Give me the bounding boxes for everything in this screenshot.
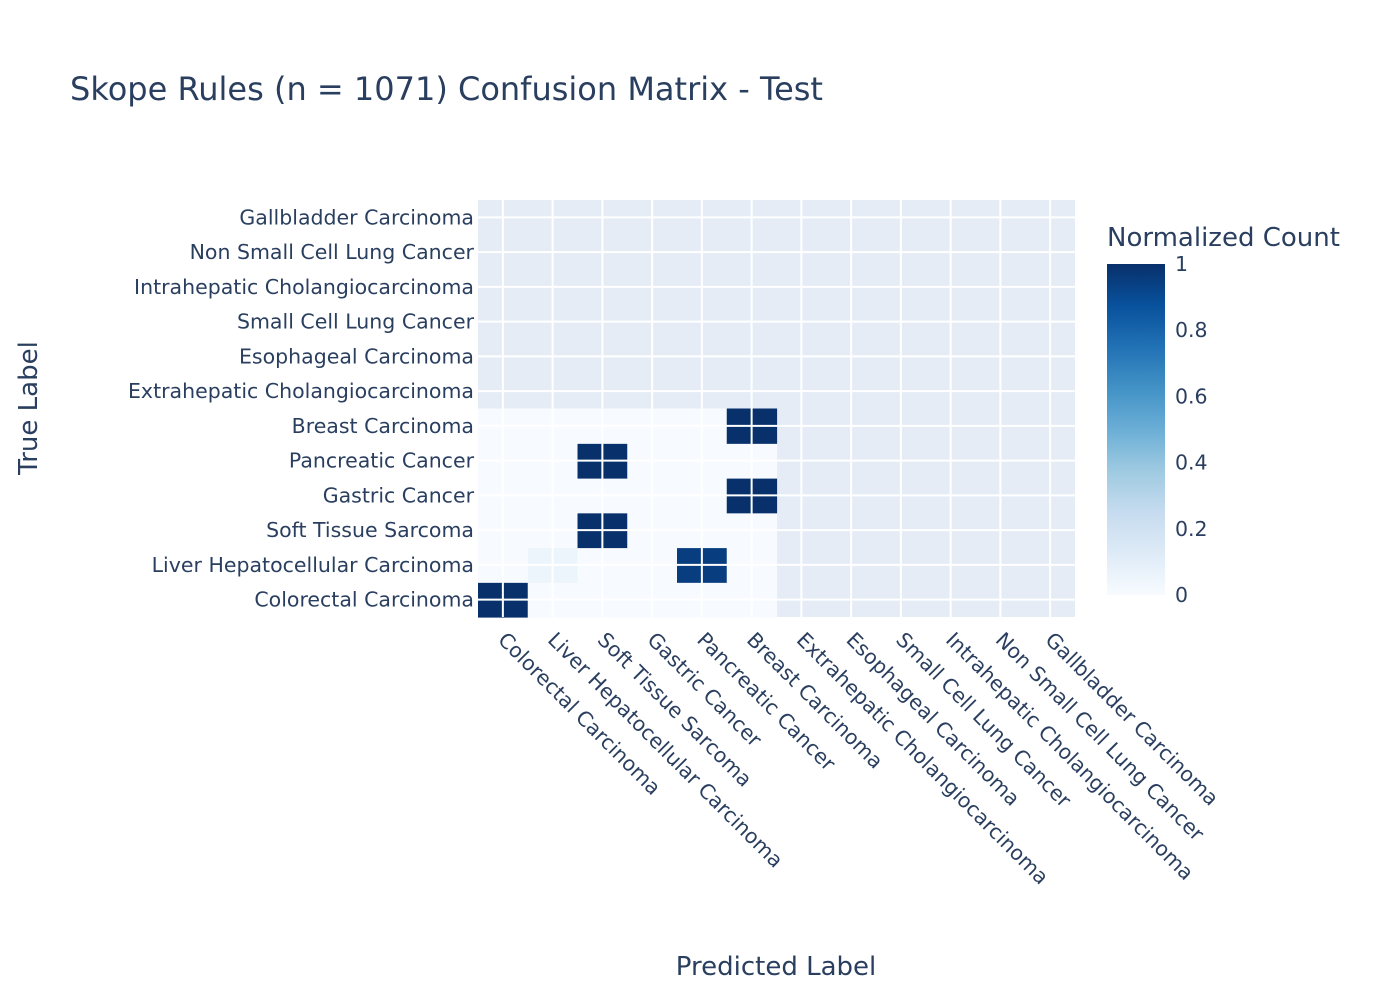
y-axis-title: True Label — [14, 341, 44, 476]
x-tick-label: Non Small Cell Lung Cancer — [991, 628, 1209, 846]
colorbar-tick-label: 0.8 — [1175, 318, 1208, 342]
y-tick-label: Soft Tissue Sarcoma — [266, 518, 474, 542]
colorbar-title: Normalized Count — [1107, 223, 1340, 253]
colorbar-tick-label: 0.2 — [1175, 517, 1208, 541]
y-tick-labels: Colorectal Carcinoma Liver Hepatocellular… — [128, 205, 475, 611]
grid-lines — [478, 200, 1075, 617]
y-tick-label: Liver Hepatocellular Carcinoma — [152, 553, 474, 577]
y-tick-label: Small Cell Lung Cancer — [237, 310, 475, 334]
colorbar — [1107, 264, 1165, 595]
y-tick-label: Gallbladder Carcinoma — [239, 205, 474, 229]
x-axis-title: Predicted Label — [676, 952, 876, 982]
chart-title: Skope Rules (n = 1071) Confusion Matrix … — [70, 70, 823, 108]
colorbar-tick-label: 1 — [1175, 252, 1188, 276]
y-tick-label: Extrahepatic Cholangiocarcinoma — [128, 379, 474, 403]
y-tick-label: Esophageal Carcinoma — [239, 344, 474, 368]
colorbar-tick-label: 0 — [1175, 583, 1188, 607]
y-tick-label: Intrahepatic Cholangiocarcinoma — [134, 275, 474, 299]
colorbar-tick-label: 0.6 — [1175, 384, 1208, 408]
colorbar-tick-label: 0.4 — [1175, 451, 1208, 475]
y-tick-label: Colorectal Carcinoma — [254, 588, 474, 612]
y-tick-label: Non Small Cell Lung Cancer — [190, 240, 475, 264]
heatmap-cells — [478, 408, 778, 618]
y-tick-label: Breast Carcinoma — [292, 414, 474, 438]
y-tick-label: Pancreatic Cancer — [289, 449, 475, 473]
colorbar-ticks: 0 0.2 0.4 0.6 0.8 1 — [1175, 252, 1208, 607]
y-tick-label: Gastric Cancer — [323, 483, 475, 507]
